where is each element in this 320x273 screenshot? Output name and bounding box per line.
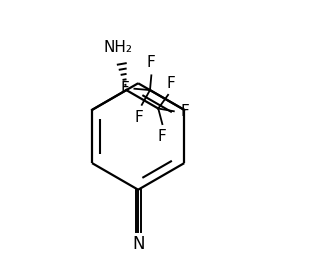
Text: NH₂: NH₂	[104, 40, 133, 55]
Text: F: F	[135, 110, 143, 125]
Text: F: F	[158, 129, 167, 144]
Text: F: F	[167, 76, 176, 91]
Text: F: F	[147, 55, 156, 70]
Text: F: F	[180, 104, 189, 119]
Text: N: N	[132, 235, 144, 253]
Text: F: F	[120, 81, 129, 96]
